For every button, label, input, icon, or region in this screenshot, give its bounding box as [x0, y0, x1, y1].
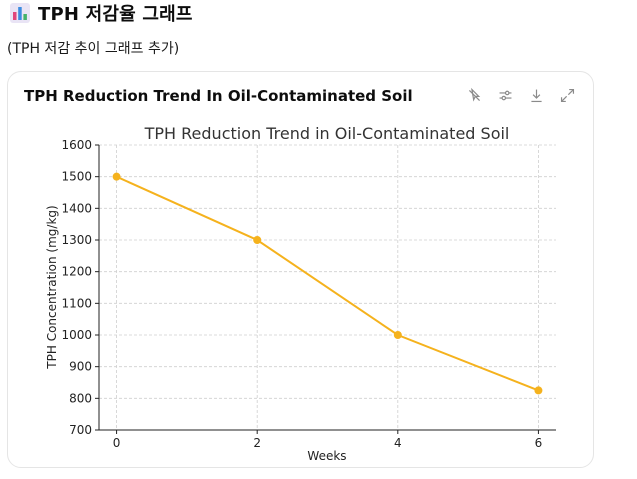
x-tick-label: 2 — [253, 436, 261, 450]
chart-toolbar — [465, 86, 577, 105]
data-point — [534, 386, 543, 395]
download-icon — [531, 89, 542, 103]
x-tick-label: 0 — [113, 436, 121, 450]
heading-text: TPH 저감율 그래프 — [38, 4, 193, 25]
y-tick-label: 800 — [69, 391, 92, 405]
data-point — [253, 236, 262, 244]
data-point — [112, 172, 121, 181]
y-tick-label: 900 — [69, 360, 92, 374]
heading: TPH 저감율 그래프 — [10, 0, 193, 26]
y-tick-label: 1500 — [61, 170, 92, 184]
download-button[interactable] — [527, 86, 546, 105]
y-tick-label: 1300 — [61, 233, 92, 247]
y-tick-label: 1000 — [61, 328, 92, 342]
customize-icon — [499, 90, 512, 101]
y-axis-label: TPH Concentration (mg/kg) — [45, 205, 59, 369]
chart-card: TPH Reduction Trend In Oil-Contaminated … — [7, 71, 594, 468]
series — [112, 172, 543, 395]
customize-button[interactable] — [496, 86, 515, 105]
subtext: (TPH 저감 추이 그래프 추가) — [7, 41, 180, 57]
expand-icon — [560, 88, 575, 103]
y-tick-label: 1600 — [61, 138, 92, 152]
chart-title: TPH Reduction Trend in Oil-Contaminated … — [144, 124, 510, 143]
axes: 700 800 900 1000 1100 1200 1300 1400 1500 1600 0 2 4… — [61, 138, 556, 450]
x-tick-label: 4 — [394, 436, 402, 450]
y-tick-label: 1100 — [61, 296, 92, 310]
y-tick-label: 1400 — [61, 201, 92, 215]
bar-chart-emoji-icon — [10, 3, 30, 23]
card-title: TPH Reduction Trend In Oil-Contaminated … — [24, 87, 413, 105]
expand-button[interactable] — [558, 86, 577, 105]
data-point — [393, 331, 402, 339]
x-axis-label: Weeks — [307, 449, 346, 463]
y-tick-label: 1200 — [61, 265, 92, 279]
x-tick-label: 6 — [535, 436, 543, 450]
interactive-toggle-icon — [468, 87, 481, 102]
series-line — [116, 175, 539, 392]
y-tick-label: 700 — [69, 423, 92, 437]
interactive-toggle-button[interactable] — [465, 86, 484, 105]
